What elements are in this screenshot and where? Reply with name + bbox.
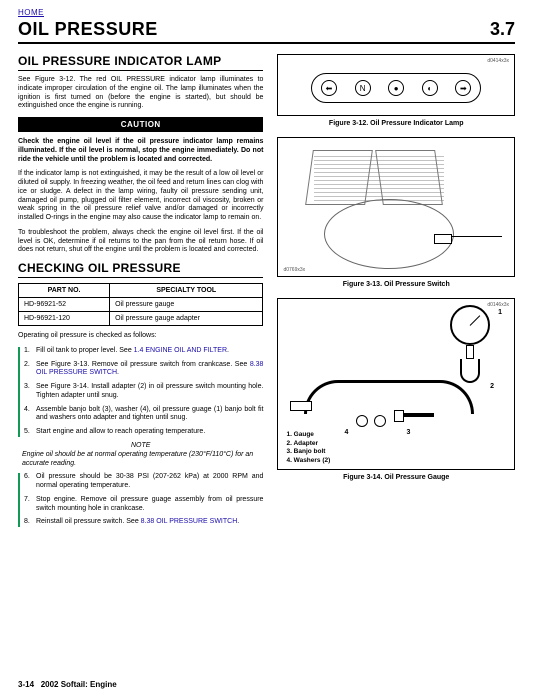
note-label: NOTE bbox=[18, 442, 263, 449]
fig13-caption: Figure 3-13. Oil Pressure Switch bbox=[277, 281, 515, 288]
left-column: OIL PRESSURE INDICATOR LAMP See Figure 3… bbox=[18, 54, 263, 532]
table-row: HD-96921-52 Oil pressure gauge bbox=[19, 298, 263, 312]
home-link[interactable]: HOME bbox=[18, 8, 44, 17]
section-number: 3.7 bbox=[490, 19, 515, 40]
heading-indicator-lamp: OIL PRESSURE INDICATOR LAMP bbox=[18, 54, 263, 71]
fig12-caption: Figure 3-12. Oil Pressure Indicator Lamp bbox=[277, 120, 515, 127]
neutral-icon: N bbox=[355, 80, 371, 96]
caution-label: CAUTION bbox=[19, 118, 262, 131]
oil-icon: ● bbox=[388, 80, 404, 96]
fig13-id: d0769x3x bbox=[283, 267, 305, 273]
right-column: d0414x3x ⬅ N ● ◐ ➡ Figure 3-12. Oil Pres… bbox=[277, 54, 515, 532]
th-tool: SPECIALTY TOOL bbox=[110, 284, 263, 298]
high-beam-icon: ◐ bbox=[422, 80, 438, 96]
step-list: 1.Fill oil tank to proper level. See 1.4… bbox=[18, 347, 263, 437]
step-3: 3.See Figure 3-14. Install adapter (2) i… bbox=[20, 383, 263, 401]
fig14-caption: Figure 3-14. Oil Pressure Gauge bbox=[277, 474, 515, 481]
fig12-id: d0414x3x bbox=[487, 58, 509, 64]
figure-3-14: d0146x3x 1 2 3 4 1. Gauge 2. Adapter 3. … bbox=[277, 298, 515, 470]
step-7: 7.Stop engine. Remove oil pressure guage… bbox=[20, 496, 263, 514]
page-title-row: OIL PRESSURE 3.7 bbox=[18, 19, 515, 44]
para-causes: If the indicator lamp is not extinguishe… bbox=[18, 170, 263, 223]
caution-box: CAUTION bbox=[18, 117, 263, 132]
table-row: HD-96921-120 Oil pressure gauge adapter bbox=[19, 312, 263, 326]
step-8: 8.Reinstall oil pressure switch. See 8.3… bbox=[20, 518, 263, 527]
indicator-strip: ⬅ N ● ◐ ➡ bbox=[311, 73, 481, 103]
callout-2: 2 bbox=[490, 383, 494, 390]
callout-1: 1 bbox=[498, 309, 502, 316]
step-1: 1.Fill oil tank to proper level. See 1.4… bbox=[20, 347, 263, 356]
figure-3-13: d0769x3x bbox=[277, 137, 515, 277]
note-text: Engine oil should be at normal operating… bbox=[18, 451, 263, 469]
callout-3: 3 bbox=[406, 429, 410, 436]
page-footer: 3-14 2002 Softail: Engine bbox=[18, 680, 117, 689]
para-operating: Operating oil pressure is checked as fol… bbox=[18, 332, 263, 341]
fig14-legend: 1. Gauge 2. Adapter 3. Banjo bolt 4. Was… bbox=[286, 431, 330, 465]
heading-checking: CHECKING OIL PRESSURE bbox=[18, 261, 263, 278]
turn-left-icon: ⬅ bbox=[321, 80, 337, 96]
para-intro: See Figure 3-12. The red OIL PRESSURE in… bbox=[18, 76, 263, 111]
th-partno: PART NO. bbox=[19, 284, 110, 298]
gauge-illustration: 1 2 3 4 bbox=[284, 305, 508, 433]
step-6: 6.Oil pressure should be 30-38 PSI (207-… bbox=[20, 473, 263, 491]
step-5: 5.Start engine and allow to reach operat… bbox=[20, 428, 263, 437]
figure-3-12: d0414x3x ⬅ N ● ◐ ➡ bbox=[277, 54, 515, 116]
engine-illustration bbox=[284, 144, 508, 270]
parts-table: PART NO. SPECIALTY TOOL HD-96921-52 Oil … bbox=[18, 283, 263, 326]
para-caution: Check the engine oil level if the oil pr… bbox=[18, 138, 263, 164]
para-troubleshoot: To troubleshoot the problem, always chec… bbox=[18, 229, 263, 255]
callout-4: 4 bbox=[344, 429, 348, 436]
step-4: 4.Assemble banjo bolt (3), washer (4), o… bbox=[20, 406, 263, 424]
page-title: OIL PRESSURE bbox=[18, 19, 158, 40]
turn-right-icon: ➡ bbox=[455, 80, 471, 96]
step-list-2: 6.Oil pressure should be 30-38 PSI (207-… bbox=[18, 473, 263, 527]
step-2: 2.See Figure 3-13. Remove oil pressure s… bbox=[20, 361, 263, 379]
